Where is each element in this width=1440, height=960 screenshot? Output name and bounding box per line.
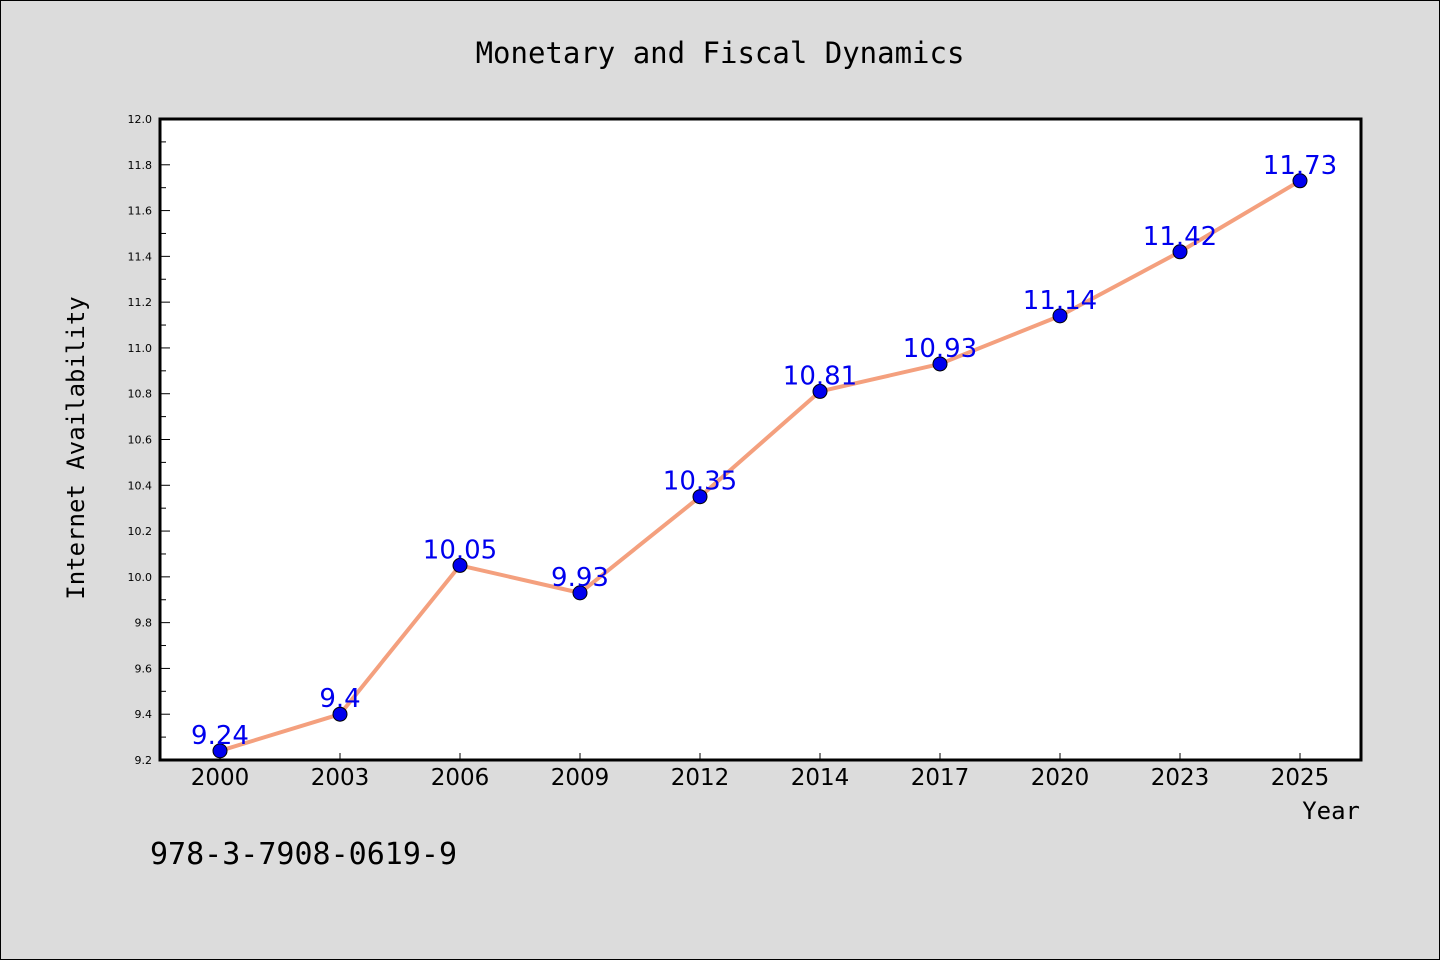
chart-title: Monetary and Fiscal Dynamics — [476, 36, 965, 70]
series-line — [218, 178, 1302, 753]
x-axis-title: Year — [1302, 797, 1360, 825]
y-axis-title: Internet Availability — [62, 296, 90, 599]
x-tick-label: 2017 — [911, 765, 970, 791]
data-label: 10.05 — [423, 535, 497, 565]
x-tick-label: 2006 — [431, 765, 490, 791]
data-point — [212, 743, 228, 759]
y-tick-label: 11.0 — [128, 342, 153, 355]
x-tick-label: 2023 — [1151, 765, 1210, 791]
data-label: 10.81 — [783, 361, 857, 391]
x-tick-label: 2012 — [671, 765, 730, 791]
y-tick-label: 10.4 — [128, 479, 153, 492]
data-label: 11.73 — [1263, 151, 1337, 181]
x-tick-label: 2003 — [311, 765, 370, 791]
data-label: 10.35 — [663, 467, 737, 497]
data-point — [932, 356, 948, 372]
data-point — [332, 706, 348, 722]
data-label: 11.14 — [1023, 286, 1097, 316]
y-tick-label: 11.6 — [128, 205, 153, 218]
data-label: 11.42 — [1143, 222, 1217, 252]
y-tick-label: 10.0 — [128, 571, 153, 584]
data-point — [1292, 173, 1308, 189]
y-tick-label: 10.2 — [128, 525, 153, 538]
y-tick-label: 9.6 — [135, 662, 153, 675]
y-tick-label: 11.2 — [128, 296, 153, 309]
x-tick-label: 2000 — [191, 765, 250, 791]
data-point — [452, 557, 468, 573]
data-label: 9.24 — [191, 721, 249, 751]
x-tick-label: 2020 — [1031, 765, 1090, 791]
x-tick-label: 2025 — [1271, 765, 1330, 791]
y-tick-label: 9.4 — [135, 708, 153, 721]
data-label: 9.4 — [319, 684, 360, 714]
y-tick-label: 10.8 — [128, 388, 153, 401]
x-axis: 2000 2003 2006 2009 2012 2014 2017 2020 2023 2025 — [191, 753, 1330, 791]
y-tick-label: 11.8 — [128, 159, 153, 172]
data-point — [1172, 244, 1188, 260]
data-point — [572, 585, 588, 601]
data-label: 9.93 — [551, 563, 609, 593]
x-tick-label: 2014 — [791, 765, 850, 791]
data-label: 10.93 — [903, 334, 977, 364]
y-tick-label: 9.8 — [135, 617, 153, 630]
isbn-annotation: 978-3-7908-0619-9 — [150, 837, 457, 872]
data-point — [692, 489, 708, 505]
y-tick-label: 12.0 — [128, 113, 153, 126]
y-tick-label: 11.4 — [128, 250, 153, 263]
y-axis: 9.2 9.4 9.6 9.8 10.0 10.2 10.4 10.6 10.8 11.0 11.2… — [128, 113, 170, 767]
y-tick-label: 10.6 — [128, 434, 153, 447]
series-layer: 9.24 9.4 10.05 9.93 10.35 10.81 10.93 11.14 11.4… — [191, 151, 1337, 759]
plot-area — [158, 117, 1363, 762]
y-tick-label: 9.2 — [135, 754, 153, 767]
x-tick-label: 2009 — [551, 765, 610, 791]
data-point — [812, 383, 828, 399]
data-point — [1052, 308, 1068, 324]
